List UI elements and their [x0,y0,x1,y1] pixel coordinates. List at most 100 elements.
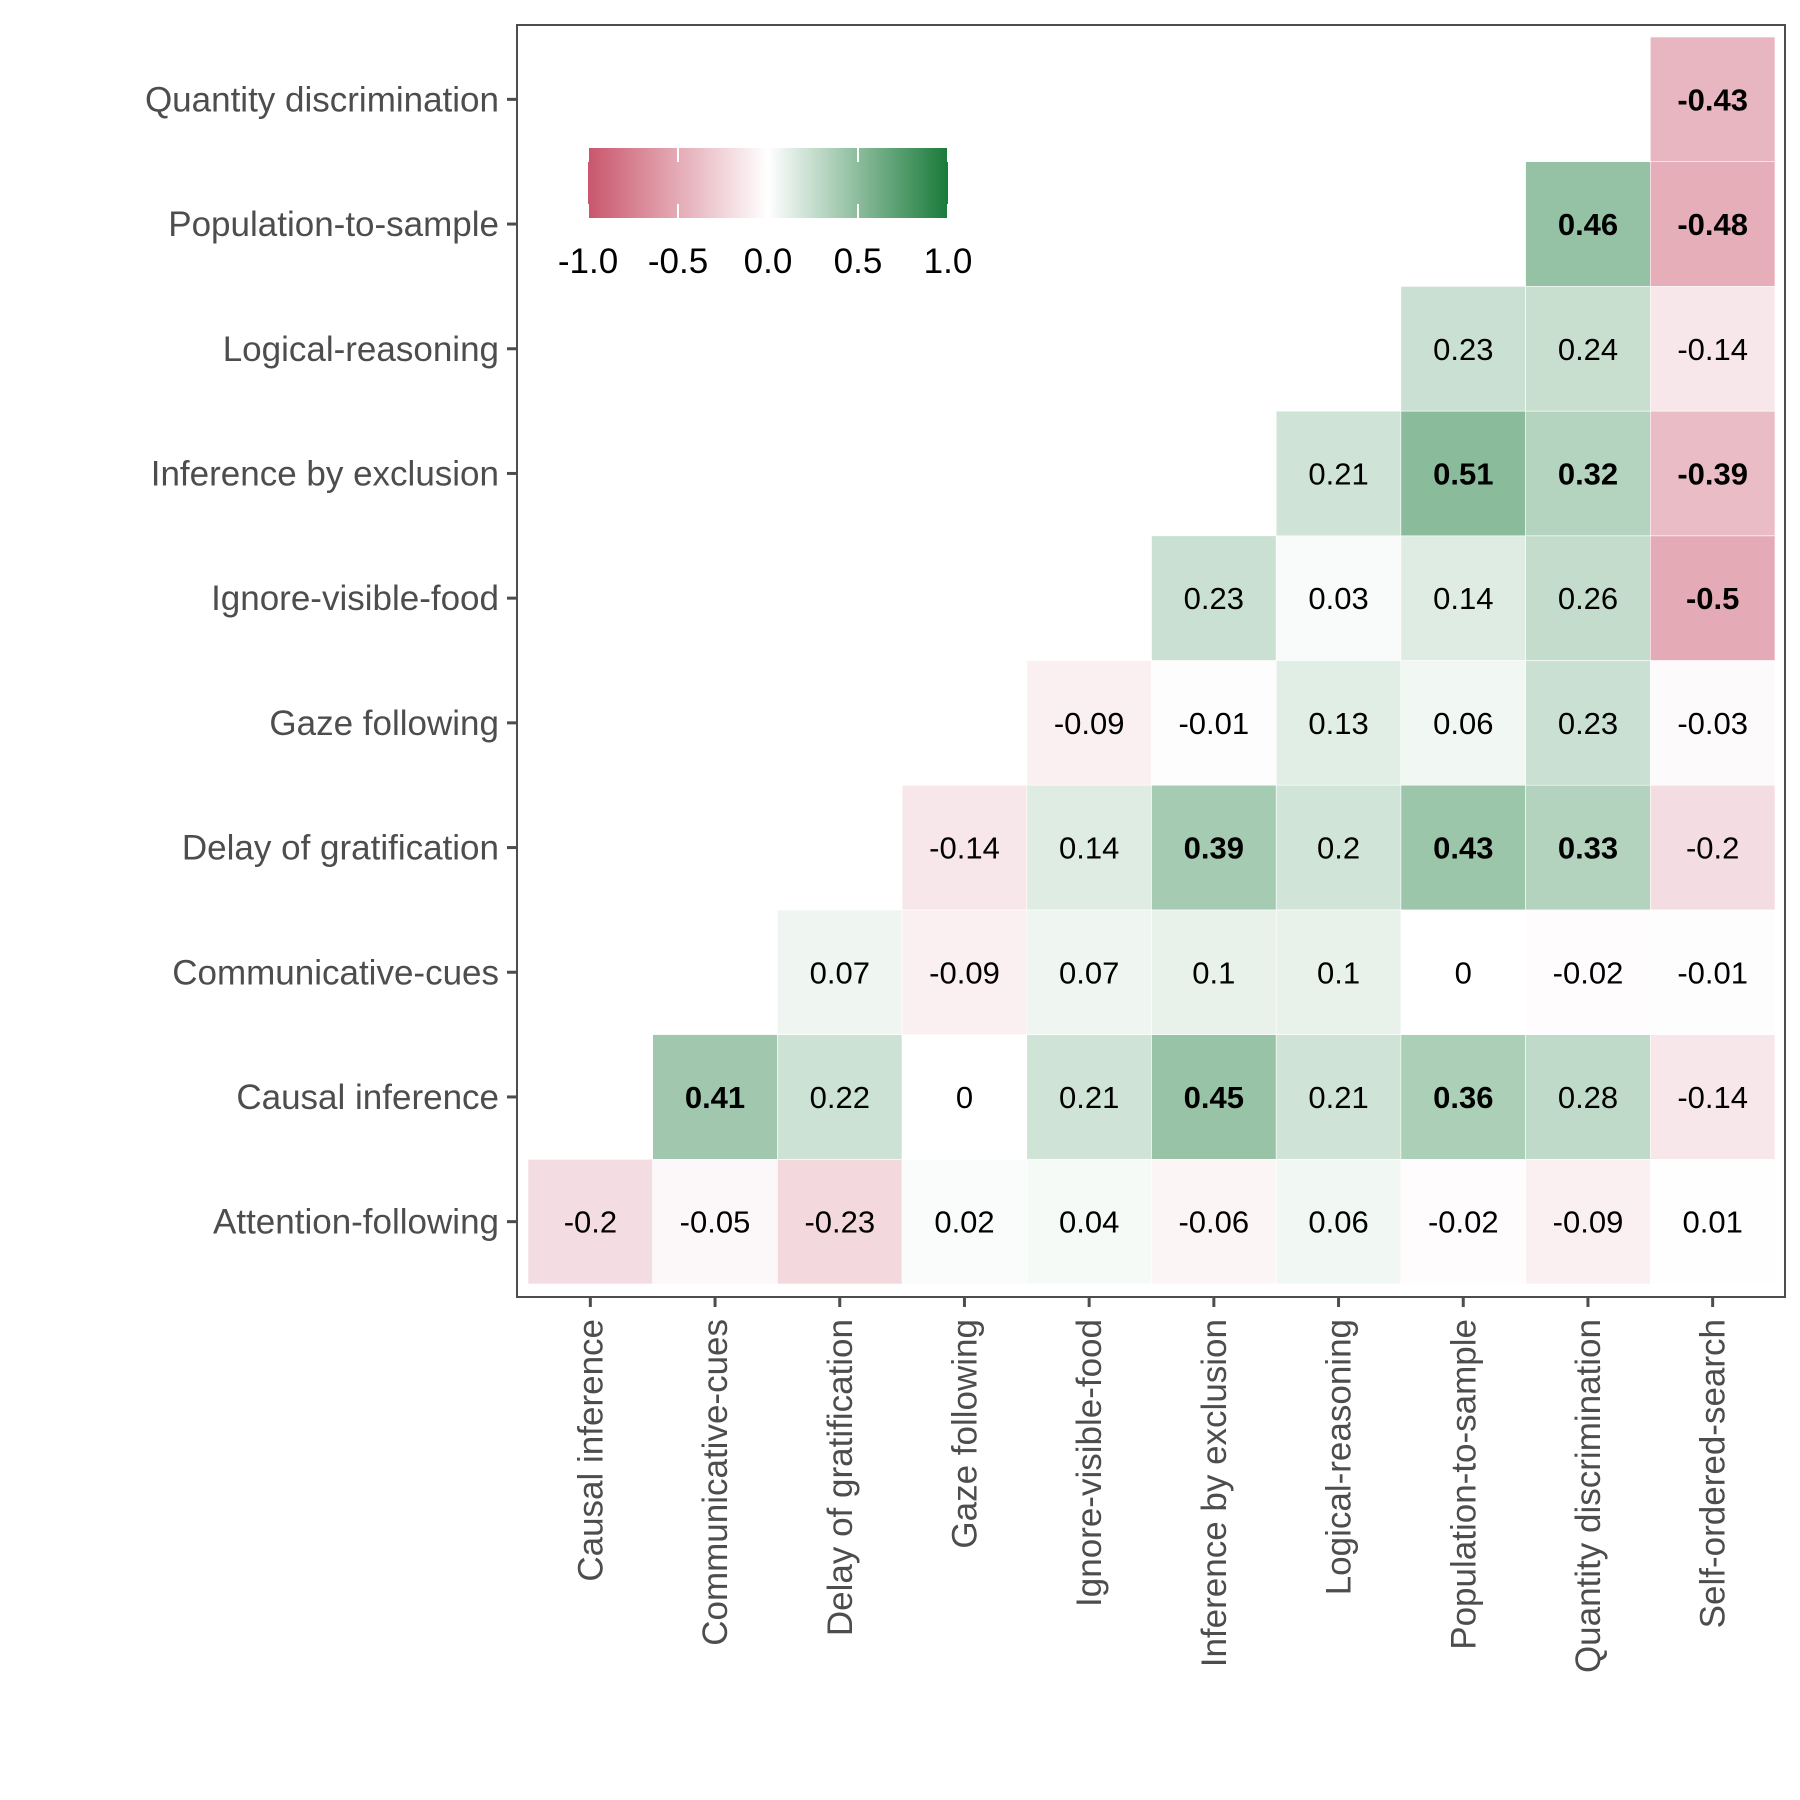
cell-value-label: 0.43 [1433,831,1493,866]
heatmap-cell-gaze-following-quantity-discrimination [1525,660,1651,786]
legend-tick-label: 1.0 [924,242,973,281]
x-tick-label: Causal inference [571,1319,610,1582]
heatmap-cell-attention-following-delay-of-gratification [777,1159,903,1285]
heatmap-cell-attention-following-self-ordered-search [1650,1159,1776,1285]
cell-value-label: 0 [1455,955,1472,990]
cell-value-label: 0.23 [1433,332,1493,367]
heatmap-cell-delay-of-gratification-logical-reasoning [1275,784,1402,911]
cell-value-label: 0.06 [1308,1205,1368,1240]
heatmap-cell-attention-following-gaze-following [901,1159,1028,1285]
panel-border [516,24,1786,1298]
heatmap-cell-attention-following-logical-reasoning [1275,1159,1402,1285]
cell-value-label: 0.13 [1308,706,1368,741]
y-tick-label: Gaze following [269,704,499,743]
heatmap-cell-logical-reasoning-quantity-discrimination [1525,286,1651,412]
cell-value-label: 0.06 [1433,706,1493,741]
cell-value-label: -0.05 [680,1205,751,1240]
cell-value-label: 0.45 [1184,1080,1244,1115]
cell-value-label: -0.39 [1677,456,1748,491]
cell-value-label: 0.14 [1059,831,1119,866]
heatmap-cell-attention-following-inference-by-exclusion [1151,1159,1277,1285]
x-tick-label: Quantity discrimination [1569,1319,1608,1673]
cell-value-label: 0.39 [1184,831,1244,866]
heatmap-cell-delay-of-gratification-gaze-following [901,784,1028,911]
cell-value-label: 0.41 [685,1080,745,1115]
cell-value-label: 0.2 [1317,831,1360,866]
cell-value-label: 0.1 [1317,955,1360,990]
cell-value-label: -0.14 [1677,1080,1748,1115]
cell-value-label: 0.33 [1558,831,1618,866]
cell-value-label: -0.01 [1677,955,1748,990]
cell-value-label: -0.06 [1178,1205,1249,1240]
y-axis: Attention-following Causal inference Commu… [145,80,517,1242]
heatmap-cell-inference-by-exclusion-logical-reasoning [1275,410,1402,537]
heatmap-cell-delay-of-gratification-self-ordered-search [1650,784,1776,911]
cell-value-label: 0.07 [1059,955,1119,990]
cell-value-label: 0.04 [1059,1205,1119,1240]
heatmap-cell-labels: -0.2 -0.05 -0.23 0.02 0.04 -0.06 0.06 -0.02 -0.0… [564,82,1748,1239]
heatmap-cell-gaze-following-inference-by-exclusion [1151,660,1277,786]
heatmap-cell-gaze-following-self-ordered-search [1650,660,1776,786]
heatmap-cell-delay-of-gratification-quantity-discrimination [1525,784,1651,911]
x-tick-label: Communicative-cues [696,1319,735,1646]
y-tick-label: Ignore-visible-food [211,579,499,618]
heatmap-cells [527,36,1776,1285]
heatmap-cell-causal-inference-gaze-following [901,1034,1028,1160]
cell-value-label: 0.36 [1433,1080,1493,1115]
heatmap-cell-gaze-following-population-to-sample [1400,660,1526,786]
y-tick-label: Logical-reasoning [223,330,499,369]
x-tick-label: Delay of gratification [821,1319,860,1636]
cell-value-label: 0.32 [1558,456,1618,491]
x-tick-label: Self-ordered-search [1694,1319,1733,1628]
color-legend: -1.0 -0.5 0.0 0.5 1.0 [558,148,972,281]
heatmap-cell-ignore-visible-food-population-to-sample [1400,535,1526,661]
cell-value-label: 0.01 [1683,1205,1743,1240]
heatmap-cell-causal-inference-quantity-discrimination [1525,1034,1651,1160]
heatmap-cell-causal-inference-logical-reasoning [1275,1034,1402,1160]
heatmap-cell-communicative-cues-gaze-following [901,909,1028,1035]
cell-value-label: -0.2 [564,1205,617,1240]
heatmap-cell-communicative-cues-population-to-sample [1400,909,1526,1035]
cell-value-label: 0.22 [810,1080,870,1115]
cell-value-label: 0.03 [1308,581,1368,616]
heatmap-cell-logical-reasoning-population-to-sample [1400,286,1526,412]
y-tick-label: Population-to-sample [168,205,499,244]
cell-value-label: 0.23 [1184,581,1244,616]
cell-value-label: 0.02 [934,1205,994,1240]
cell-value-label: 0.14 [1433,581,1493,616]
cell-value-label: -0.43 [1677,82,1748,117]
heatmap-cell-attention-following-causal-inference [527,1159,653,1285]
cell-value-label: 0.1 [1192,955,1235,990]
heatmap-cell-ignore-visible-food-logical-reasoning [1275,535,1402,661]
heatmap-cell-gaze-following-ignore-visible-food [1026,660,1152,786]
heatmap-cell-communicative-cues-logical-reasoning [1275,909,1402,1035]
cell-value-label: 0.21 [1308,456,1368,491]
heatmap-cell-causal-inference-communicative-cues [652,1034,778,1160]
cell-value-label: 0.28 [1558,1080,1618,1115]
heatmap-cell-delay-of-gratification-ignore-visible-food [1026,784,1152,911]
cell-value-label: 0.24 [1558,332,1618,367]
heatmap-cell-population-to-sample-self-ordered-search [1650,161,1776,287]
heatmap-cell-causal-inference-population-to-sample [1400,1034,1526,1160]
heatmap-cell-attention-following-population-to-sample [1400,1159,1526,1285]
heatmap-cell-population-to-sample-quantity-discrimination [1525,161,1651,287]
cell-value-label: 0.21 [1308,1080,1368,1115]
heatmap-cell-communicative-cues-inference-by-exclusion [1151,909,1277,1035]
heatmap-cell-inference-by-exclusion-quantity-discrimination [1525,410,1651,537]
heatmap-cell-communicative-cues-delay-of-gratification [777,909,903,1035]
heatmap-cell-attention-following-quantity-discrimination [1525,1159,1651,1285]
cell-value-label: -0.01 [1178,706,1249,741]
cell-value-label: -0.5 [1686,581,1739,616]
cell-value-label: -0.48 [1677,207,1748,242]
heatmap-cell-gaze-following-logical-reasoning [1275,660,1402,786]
heatmap-cell-communicative-cues-ignore-visible-food [1026,909,1152,1035]
cell-value-label: -0.09 [929,955,1000,990]
legend-tick-label: -0.5 [648,242,708,281]
x-tick-label: Ignore-visible-food [1070,1319,1109,1607]
cell-value-label: -0.02 [1553,955,1624,990]
heatmap-cell-ignore-visible-food-quantity-discrimination [1525,535,1651,661]
heatmap-cell-attention-following-ignore-visible-food [1026,1159,1152,1285]
heatmap-cell-ignore-visible-food-inference-by-exclusion [1151,535,1277,661]
cell-value-label: -0.14 [929,831,1000,866]
